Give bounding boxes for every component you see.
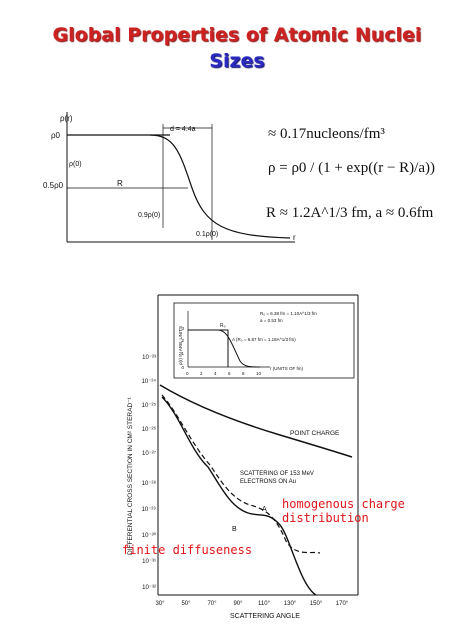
inset-x-tick: 2 bbox=[200, 371, 203, 376]
cs-x-ticks: 30° 50° 70° 90° 110° 130° 150° 170° bbox=[155, 601, 348, 607]
inset-legend-a: A (R₀ = 6.87 fm = 1.18A^1/3 fm) bbox=[232, 337, 296, 342]
curve-b-label: B bbox=[232, 526, 237, 533]
inset-x-tick: 0 bbox=[186, 371, 189, 376]
inset-legend-b2: a = 0.53 fm bbox=[260, 318, 283, 323]
cs-y-tick: 10⁻³⁰ bbox=[142, 532, 157, 539]
cs-y-tick: 10⁻²³ bbox=[142, 355, 156, 361]
half-density-label: 0.5ρ0 bbox=[43, 181, 64, 190]
cs-y-tick: 10⁻²⁴ bbox=[142, 378, 157, 385]
curve-a bbox=[161, 394, 321, 554]
fermi-distribution-equation: ρ = ρ0 / (1 + exp((r − R)/a)) bbox=[268, 160, 435, 176]
d-label: d = 4.4a bbox=[170, 126, 196, 133]
inset-y-tick: 1 bbox=[181, 351, 184, 356]
inset-x-tick: 8 bbox=[242, 371, 245, 376]
inset-y-label: ρ(r) IN ARB. UNITS bbox=[178, 326, 183, 365]
cs-y-tick: 10⁻³² bbox=[142, 585, 156, 591]
density-y-label: ρ(r) bbox=[60, 114, 73, 123]
cs-y-tick: 10⁻²⁶ bbox=[142, 426, 157, 433]
homogenous-annotation: homogenous charge distribution bbox=[282, 497, 405, 525]
cs-y-axis-label: DIFFERENTIAL CROSS SECTION IN CM² STERAD… bbox=[127, 396, 134, 555]
inset-x-label: r (UNITS OF fm) bbox=[270, 366, 303, 371]
point-charge-curve bbox=[159, 384, 353, 458]
curve-a-label: A bbox=[262, 506, 267, 513]
cs-x-tick: 130° bbox=[284, 601, 297, 607]
inset-x-tick: 10 bbox=[256, 371, 262, 376]
inset-density-plot: ρ(r) IN ARB. UNITS r (UNITS OF fm) R₀ = … bbox=[173, 302, 355, 379]
rho0-label: ρ0 bbox=[51, 131, 61, 140]
cs-x-tick: 110° bbox=[258, 601, 271, 607]
inset-x-tick: 4 bbox=[214, 371, 217, 376]
inset-y-tick: 3 bbox=[181, 326, 184, 331]
cs-y-ticks: 10⁻²³ 10⁻²⁴ 10⁻²⁵ 10⁻²⁶ 10⁻²⁷ 10⁻²⁸ 10⁻²… bbox=[142, 355, 157, 591]
cs-x-tick: 170° bbox=[336, 601, 349, 607]
point-charge-label: POINT CHARGE bbox=[290, 430, 340, 437]
cs-y-tick: 10⁻²⁸ bbox=[142, 480, 157, 487]
cs-x-tick: 30° bbox=[155, 601, 165, 607]
cross-section-plot: 10⁻²³ 10⁻²⁴ 10⁻²⁵ 10⁻²⁶ 10⁻²⁷ 10⁻²⁸ 10⁻²… bbox=[127, 294, 359, 620]
inset-y-tick: 2 bbox=[181, 338, 184, 343]
cs-x-tick: 70° bbox=[207, 601, 217, 607]
rho-zero-label: ρ(0) bbox=[69, 161, 82, 168]
cs-x-tick: 150° bbox=[310, 601, 323, 607]
cs-x-tick: 90° bbox=[233, 601, 243, 607]
density-profile-plot: ρ(r) r ρ0 0.5ρ0 ρ(0) d = 4.4a R 0.9ρ(0) … bbox=[43, 112, 296, 243]
scattering-label-1: SCATTERING OF 153 MeV bbox=[240, 471, 314, 477]
page-title: Global Properties of Atomic Nuclei bbox=[52, 24, 422, 46]
inset-curve-b bbox=[188, 329, 261, 368]
cs-y-tick: 10⁻²⁷ bbox=[142, 450, 156, 457]
inset-x-tick: 6 bbox=[228, 371, 231, 376]
scattering-label-2: ELECTRONS ON Au bbox=[240, 479, 296, 485]
inset-legend-b1: R₀ = 6.38 fm = 1.10A^1/3 fm bbox=[260, 311, 317, 316]
inset-y-tick: 0 bbox=[181, 365, 184, 370]
inset-curve-a bbox=[188, 329, 229, 367]
p09-label: 0.9ρ(0) bbox=[138, 212, 160, 219]
density-value-equation: ≈ 0.17nucleons/fm³ bbox=[268, 126, 385, 142]
page-subtitle: Sizes bbox=[209, 50, 265, 72]
cs-x-tick: 50° bbox=[181, 601, 191, 607]
density-x-label: r bbox=[293, 233, 296, 242]
radius-equation: R ≈ 1.2A^1/3 fm, a ≈ 0.6fm bbox=[266, 205, 434, 221]
p01-label: 0.1ρ(0) bbox=[196, 231, 218, 238]
inset-r0-label: R₀ bbox=[220, 323, 226, 329]
density-curve bbox=[149, 134, 291, 239]
cs-y-tick: 10⁻²⁵ bbox=[142, 402, 157, 409]
cs-x-axis-label: SCATTERING ANGLE bbox=[230, 613, 300, 620]
finite-diffuseness-annotation: finite diffuseness bbox=[122, 543, 253, 557]
curve-b bbox=[161, 396, 317, 596]
cs-y-tick: 10⁻³¹ bbox=[142, 559, 156, 565]
R-label: R bbox=[117, 179, 123, 188]
cs-y-tick: 10⁻²⁹ bbox=[142, 506, 157, 513]
